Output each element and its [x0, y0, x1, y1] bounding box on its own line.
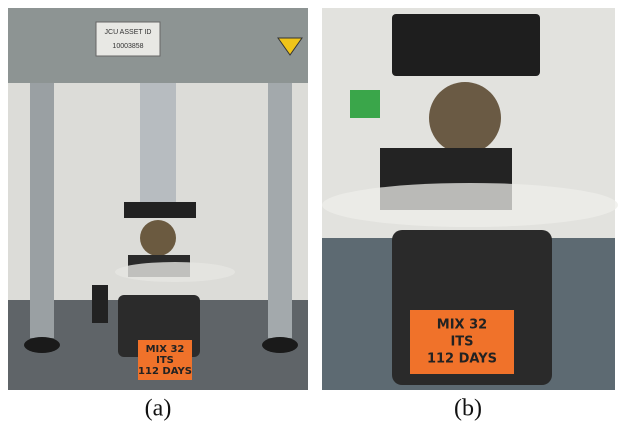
asset-tag	[96, 22, 160, 56]
clear-disc	[322, 183, 618, 227]
asset-label: JCU ASSET ID	[105, 29, 152, 36]
caption: (b)	[454, 396, 482, 422]
photo-b: MIX 32 ITS 112 DAYS	[322, 8, 618, 390]
sign-line: ITS	[156, 355, 174, 366]
foot-right	[262, 337, 298, 353]
sensor	[350, 90, 380, 118]
sign-line: MIX 32	[146, 344, 185, 355]
column-left	[30, 83, 54, 338]
sign-line: MIX 32	[437, 318, 487, 333]
top-platen	[392, 14, 540, 76]
sign-line: ITS	[450, 335, 473, 350]
sign-line: 112 DAYS	[138, 366, 192, 377]
specimen	[429, 82, 501, 154]
figure: JCU ASSET ID 10003858 MIX 32 ITS 112 DAY…	[0, 0, 623, 426]
caption: (a)	[145, 396, 172, 422]
page: {"panels": [ {"caption": "(a)", "asset_l…	[0, 0, 623, 426]
top-platen	[124, 202, 196, 218]
column-right	[268, 83, 292, 338]
clear-disc	[115, 262, 235, 282]
sensor-box	[92, 285, 108, 323]
foot-left	[24, 337, 60, 353]
sign-line: 112 DAYS	[427, 352, 497, 367]
specimen	[140, 220, 176, 256]
asset-id: 10003858	[112, 43, 143, 50]
photo-a: JCU ASSET ID 10003858 MIX 32 ITS 112 DAY…	[8, 8, 308, 390]
load-cell	[140, 83, 176, 203]
